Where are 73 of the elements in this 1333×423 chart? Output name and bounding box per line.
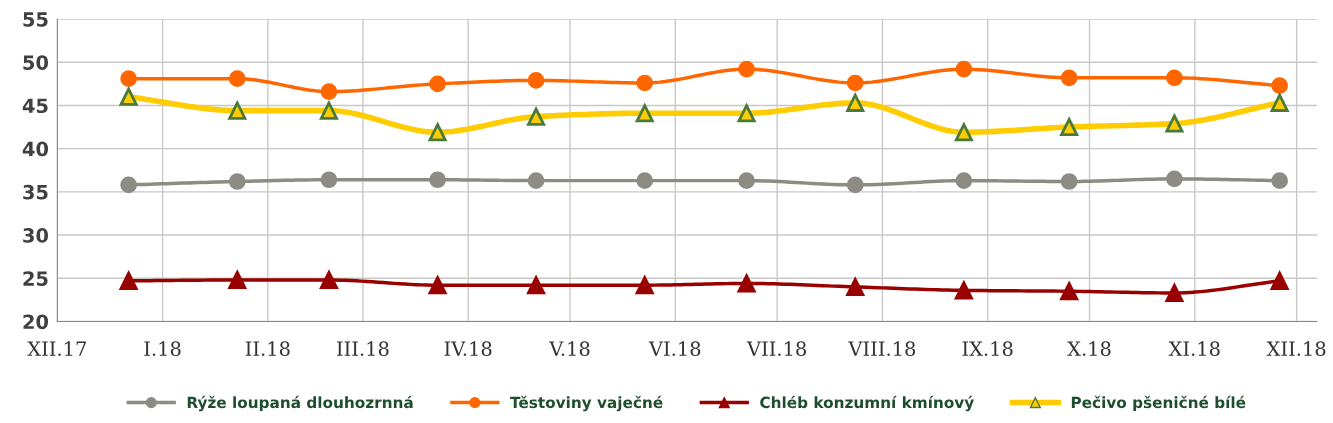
- point: [319, 101, 338, 120]
- x-tick-label: V.18: [549, 341, 590, 356]
- point: [636, 74, 654, 92]
- point: [429, 75, 446, 93]
- x-tick-label: IX.18: [962, 341, 1013, 356]
- y-tick-label: 40: [22, 141, 49, 157]
- point: [1270, 271, 1289, 290]
- point: [1060, 69, 1078, 87]
- y-tick-label: 55: [23, 12, 48, 27]
- point: [846, 277, 865, 296]
- point: [738, 172, 755, 189]
- point: [635, 276, 654, 295]
- point: [119, 87, 138, 106]
- x-tick-label: II.18: [245, 341, 290, 356]
- point: [1166, 170, 1183, 188]
- point: [1060, 173, 1078, 190]
- x-tick-label: XII.18: [1266, 341, 1326, 356]
- point: [1271, 77, 1288, 94]
- point: [120, 176, 137, 194]
- y-tick-label: 50: [23, 55, 49, 70]
- y-tick-label: 20: [23, 314, 49, 330]
- x-tick-label: XI.18: [1168, 341, 1220, 356]
- point: [737, 104, 756, 123]
- point: [1270, 93, 1289, 112]
- x-tick-label: III.18: [336, 341, 389, 356]
- x-tick-label: VIII.18: [848, 341, 916, 356]
- point: [846, 74, 864, 92]
- x-tick-label: I.18: [144, 341, 181, 356]
- point: [320, 171, 338, 189]
- point: [1164, 112, 1185, 133]
- point: [1060, 282, 1079, 301]
- point: [1166, 69, 1183, 87]
- point: [954, 123, 973, 142]
- point: [228, 101, 247, 120]
- point: [228, 270, 247, 290]
- point: [527, 276, 546, 295]
- point: [228, 173, 246, 190]
- point: [954, 281, 973, 300]
- point: [527, 172, 545, 189]
- x-tick-label: VI.18: [648, 341, 701, 356]
- point: [1060, 118, 1079, 137]
- x-tick-label: IV.18: [444, 341, 492, 356]
- x-tick-label: X.18: [1067, 341, 1111, 356]
- point: [1165, 283, 1184, 302]
- point: [846, 176, 864, 194]
- point: [429, 171, 446, 189]
- legend-label: Těstoviny vaječné: [510, 395, 663, 412]
- point: [636, 172, 654, 189]
- point: [955, 172, 973, 189]
- point: [527, 107, 546, 126]
- y-tick-label: 30: [23, 228, 49, 243]
- point: [738, 60, 755, 78]
- point: [119, 271, 138, 290]
- point: [319, 270, 338, 290]
- point: [120, 70, 137, 87]
- legend-label: Pečivo pšeničné bílé: [1071, 395, 1246, 412]
- point: [846, 93, 865, 112]
- point: [635, 104, 654, 123]
- point: [228, 70, 246, 87]
- x-tick-label: VII.18: [746, 341, 806, 356]
- legend-label: Chléb konzumní kmínový: [760, 395, 974, 412]
- point: [527, 72, 545, 89]
- y-tick-label: 25: [23, 271, 48, 286]
- legend-label: Rýže loupaná dlouhozrnná: [187, 395, 413, 412]
- point: [428, 123, 447, 142]
- y-tick-label: 45: [22, 98, 48, 114]
- point: [428, 276, 447, 295]
- point: [320, 83, 338, 100]
- y-tick-label: 35: [23, 184, 48, 200]
- point: [955, 60, 973, 78]
- x-tick-label: XII.17: [27, 341, 86, 356]
- point: [1271, 172, 1288, 189]
- point: [737, 274, 756, 293]
